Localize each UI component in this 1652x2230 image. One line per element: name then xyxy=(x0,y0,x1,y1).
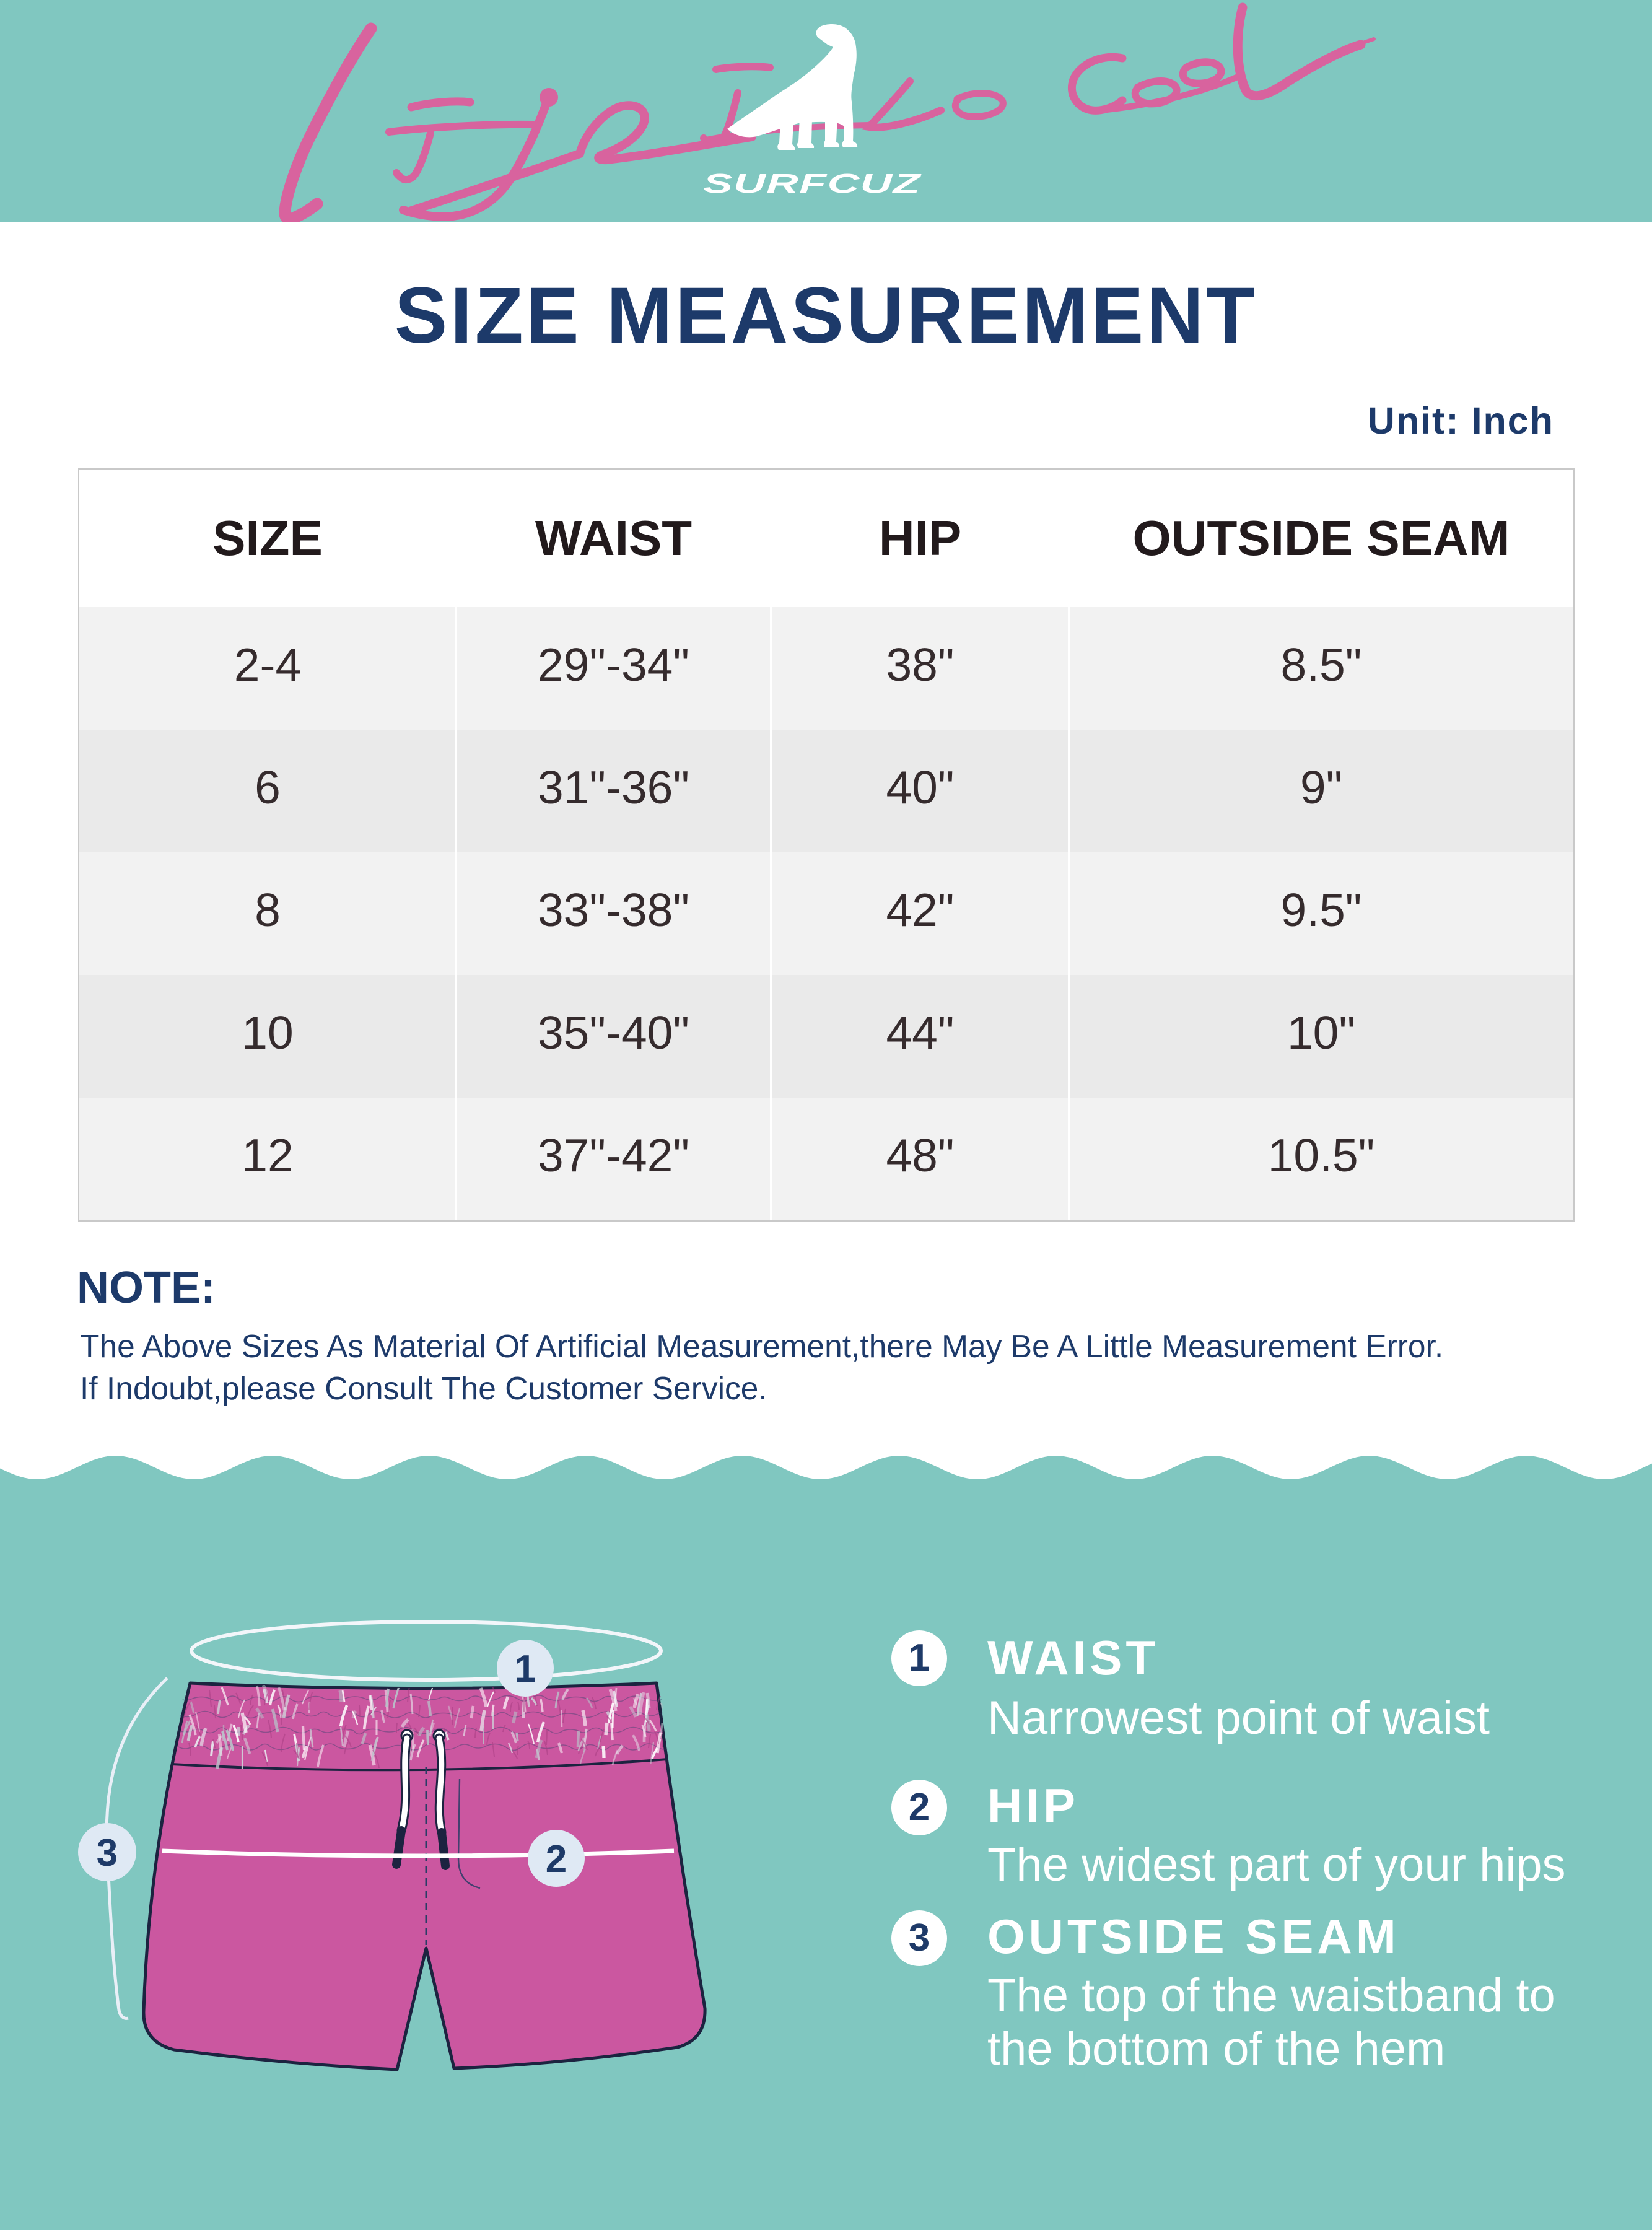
svg-text:2: 2 xyxy=(546,1838,567,1881)
svg-text:3: 3 xyxy=(97,1832,118,1874)
svg-text:SURFCUZ: SURFCUZ xyxy=(703,168,922,199)
svg-text:1: 1 xyxy=(515,1648,536,1690)
